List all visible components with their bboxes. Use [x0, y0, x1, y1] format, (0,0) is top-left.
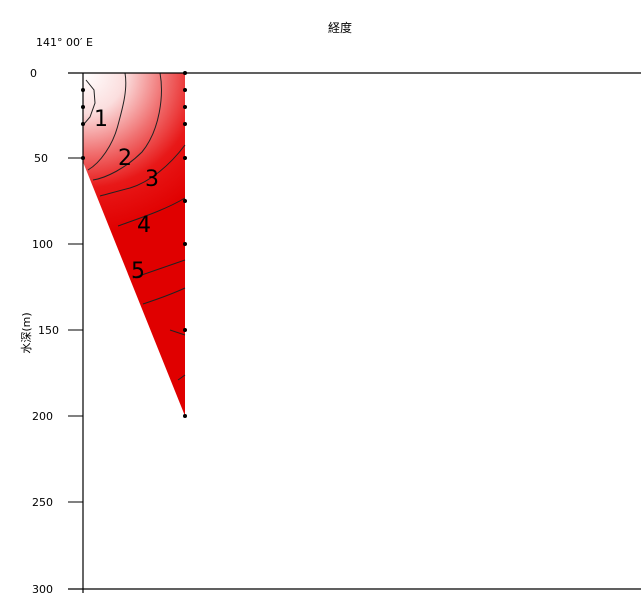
contour-labels: 1 2 3 4 5	[94, 107, 159, 284]
y-tick-label-300: 300	[32, 583, 53, 593]
contour-lines	[83, 72, 186, 381]
chart-title: 経度	[328, 20, 352, 35]
contour-label-2: 2	[118, 146, 132, 171]
contour-label-1: 1	[94, 107, 108, 132]
y-axis-label: 水深(m)	[20, 312, 33, 353]
sample-point	[183, 328, 187, 332]
y-tick-200: 200	[32, 410, 83, 423]
sample-point	[183, 242, 187, 246]
contour-line-6	[169, 329, 186, 336]
contour-line-2b	[92, 72, 162, 181]
contour-label-3: 3	[145, 167, 159, 192]
contour-label-5: 5	[131, 259, 145, 284]
sample-point	[183, 122, 187, 126]
y-tick-150: 150	[38, 324, 83, 337]
y-tick-label-200: 200	[32, 410, 53, 423]
y-tick-100: 100	[32, 238, 83, 251]
y-tick-label-100: 100	[32, 238, 53, 251]
contour-line-5a	[132, 259, 186, 279]
sample-point	[183, 199, 187, 203]
contour-line-3	[99, 144, 186, 197]
contour-line-7	[177, 374, 186, 381]
contour-label-4: 4	[137, 213, 151, 238]
sample-point	[183, 105, 187, 109]
y-tick-label-50: 50	[34, 152, 48, 165]
contour-line-1	[83, 79, 96, 125]
section-fill	[83, 73, 185, 416]
sample-points-left	[81, 88, 85, 160]
x-tick-label: 141° 00′ E	[36, 36, 93, 49]
y-tick-50: 50	[34, 152, 83, 165]
y-tick-label-250: 250	[32, 496, 53, 509]
sample-point	[81, 88, 85, 92]
sample-point	[183, 88, 187, 92]
sample-point	[183, 156, 187, 160]
y-tick-250: 250	[32, 496, 83, 509]
contour-line-2a	[87, 72, 127, 171]
contour-line-4	[117, 197, 186, 227]
sample-point	[183, 71, 187, 75]
sample-point	[81, 122, 85, 126]
contour-line-5b	[142, 287, 186, 305]
y-tick-label-0: 0	[30, 67, 37, 80]
y-tick-300: 300	[32, 583, 83, 593]
sample-point	[81, 156, 85, 160]
y-tick-0: 0	[30, 67, 83, 80]
sample-point	[183, 414, 187, 418]
sample-points-right	[183, 71, 187, 418]
sample-point	[81, 105, 85, 109]
y-tick-label-150: 150	[38, 324, 59, 337]
